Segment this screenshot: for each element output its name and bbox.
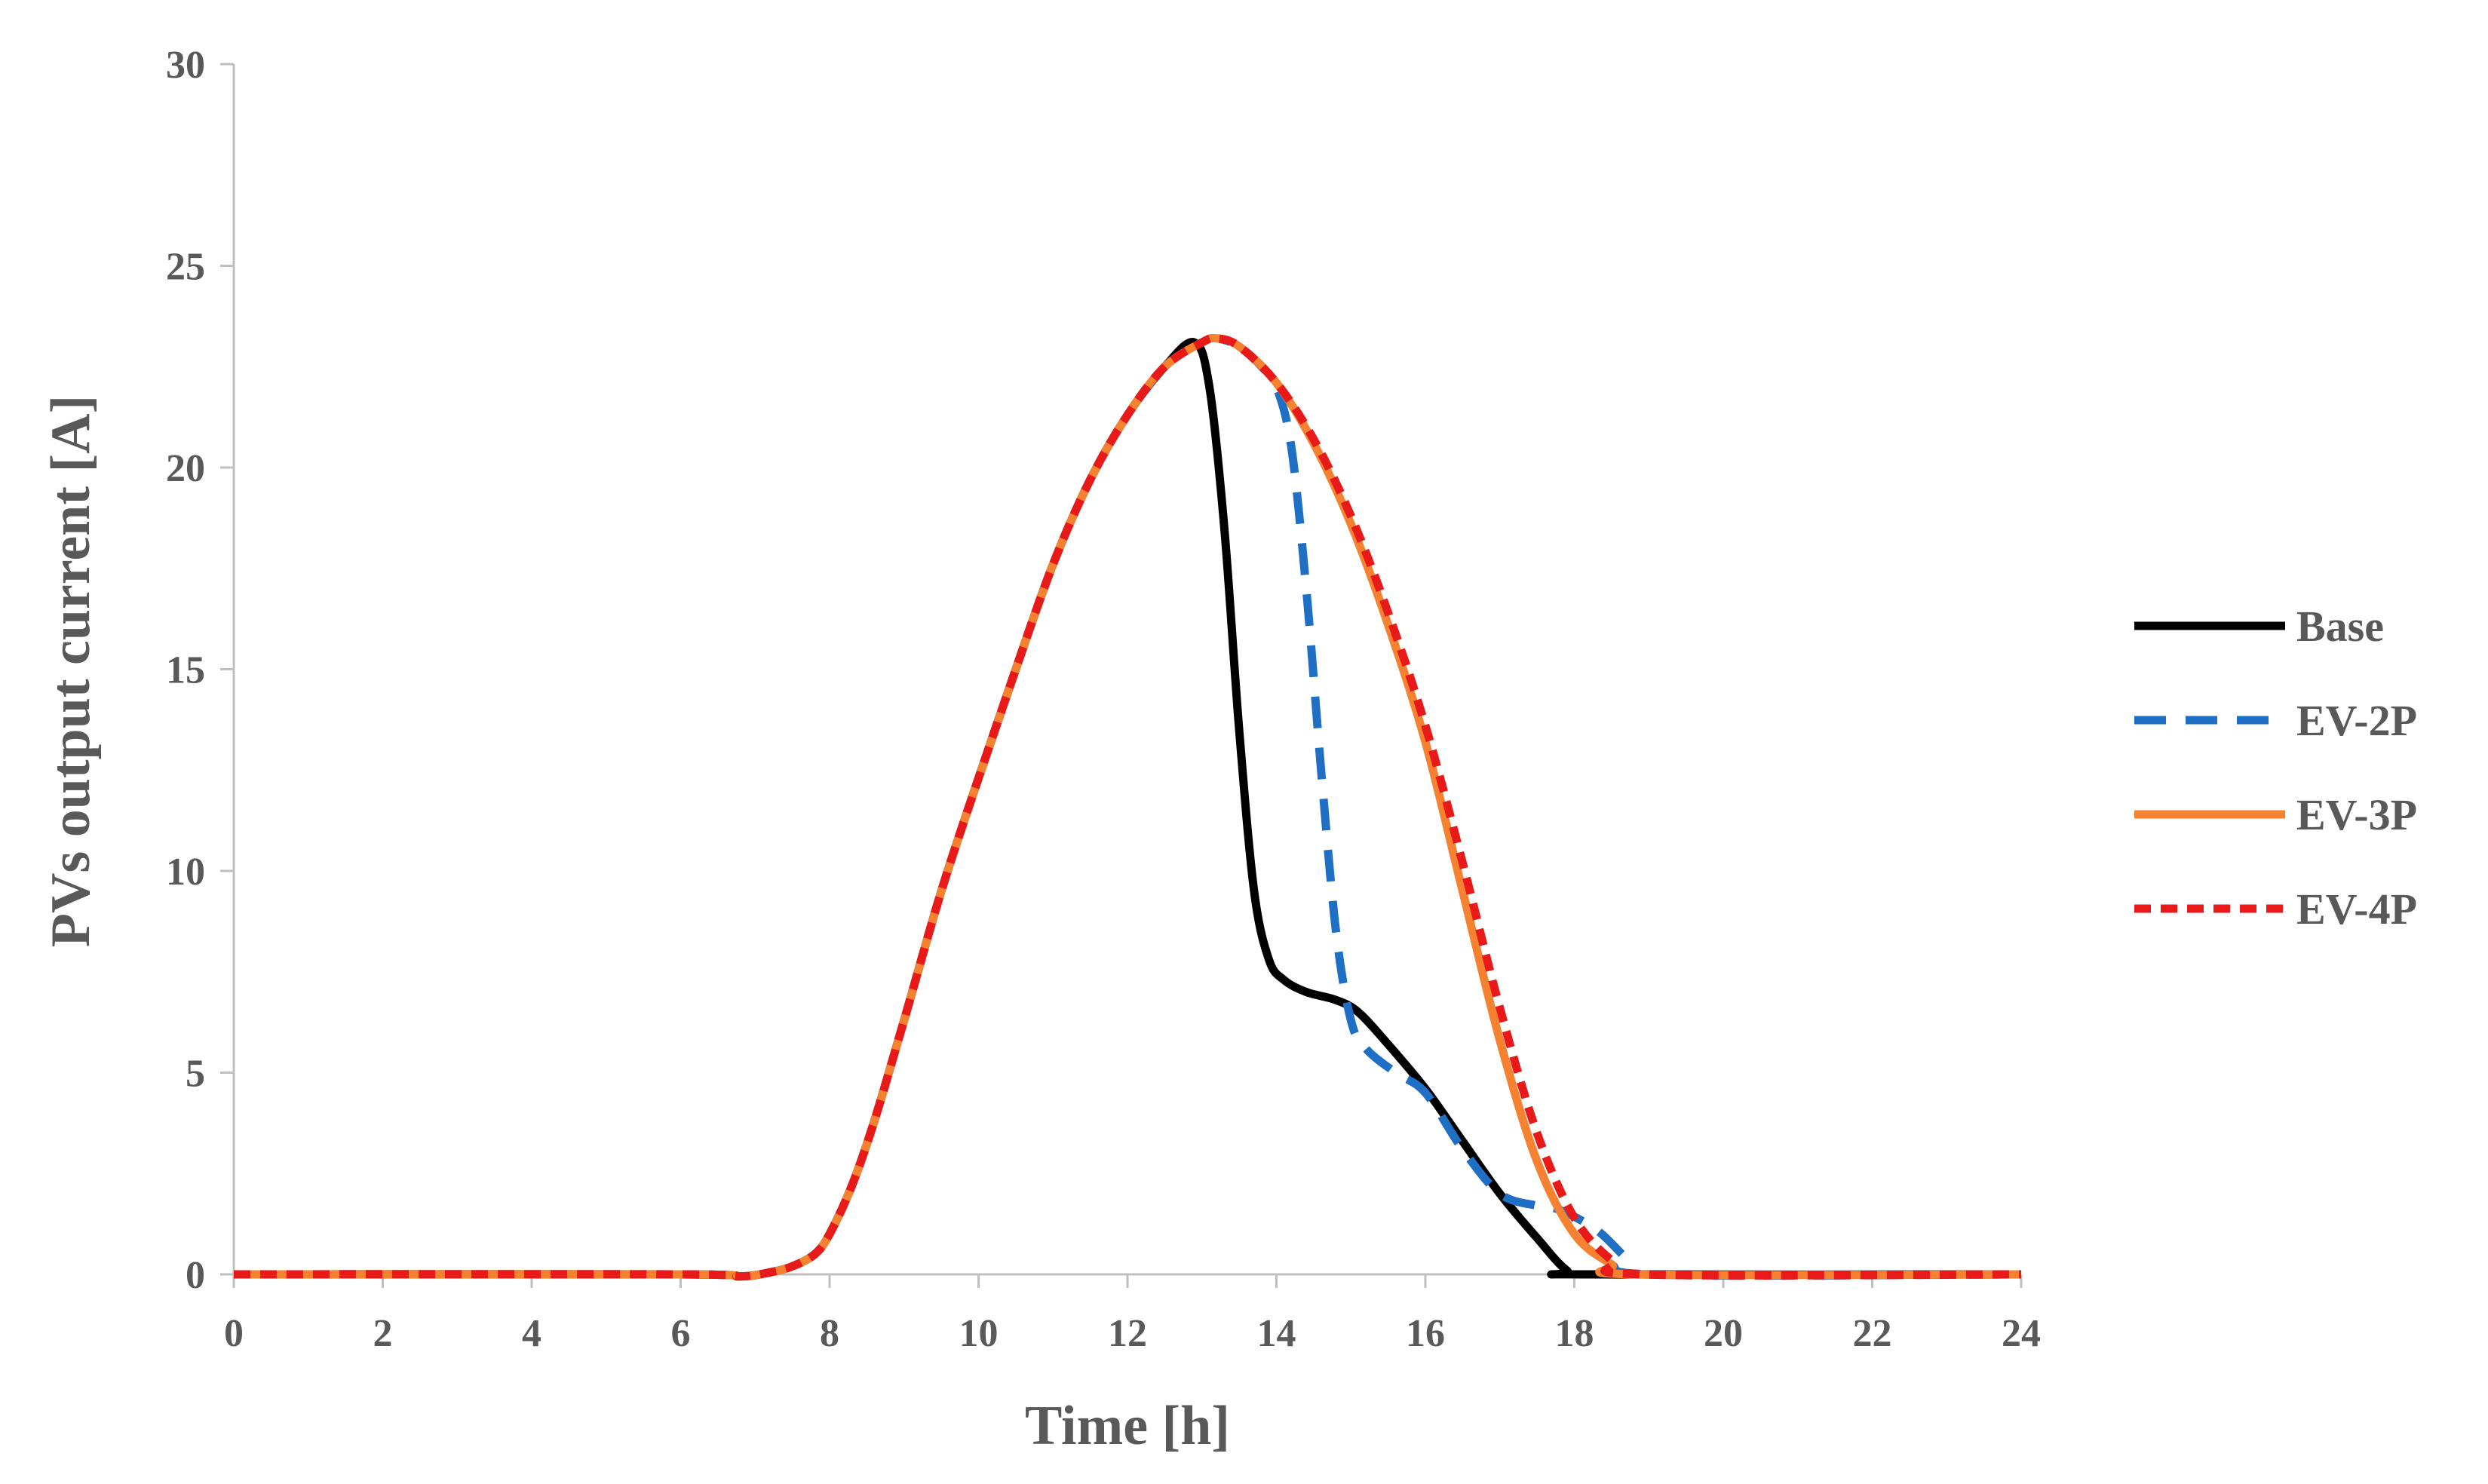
series-line-ev-4p <box>233 333 2022 1281</box>
x-tick-label: 20 <box>1704 1312 1743 1355</box>
x-tick-label: 14 <box>1257 1312 1296 1355</box>
legend-label-ev-4p: EV-4P <box>2296 885 2417 934</box>
x-tick-label: 0 <box>224 1312 244 1355</box>
x-tick-label: 6 <box>671 1312 691 1355</box>
legend-label-ev-3p: EV-3P <box>2296 790 2417 839</box>
x-axis-title: Time [h] <box>1025 1395 1230 1457</box>
series-line-base <box>233 338 2022 1281</box>
y-tick-label: 0 <box>186 1254 205 1297</box>
y-tick-label: 5 <box>186 1053 205 1096</box>
legend: Base EV-2P EV-3P EV-4P <box>2134 602 2417 934</box>
series-layer <box>233 333 2022 1281</box>
x-tick-label: 2 <box>373 1312 393 1355</box>
y-tick-label: 30 <box>166 44 205 87</box>
y-tick-label: 20 <box>166 447 205 490</box>
y-tick-label: 15 <box>166 649 205 692</box>
series-line-ev-3p <box>233 333 2022 1281</box>
x-tick-label: 8 <box>820 1312 839 1355</box>
y-axis-title: PVs output current [A] <box>40 395 102 947</box>
legend-label-base: Base <box>2296 602 2384 651</box>
legend-label-ev-2p: EV-2P <box>2296 696 2417 745</box>
x-tick-label: 4 <box>522 1312 541 1355</box>
y-tick-label: 25 <box>166 246 205 289</box>
series-line-ev-2p <box>233 333 2022 1281</box>
x-tick-label: 24 <box>2002 1312 2041 1355</box>
x-tick-label: 18 <box>1555 1312 1594 1355</box>
y-tick-label: 10 <box>166 851 205 894</box>
x-tick-label: 16 <box>1406 1312 1445 1355</box>
x-tick-label: 10 <box>959 1312 999 1355</box>
x-tick-label: 22 <box>1853 1312 1892 1355</box>
x-tick-label: 12 <box>1108 1312 1147 1355</box>
